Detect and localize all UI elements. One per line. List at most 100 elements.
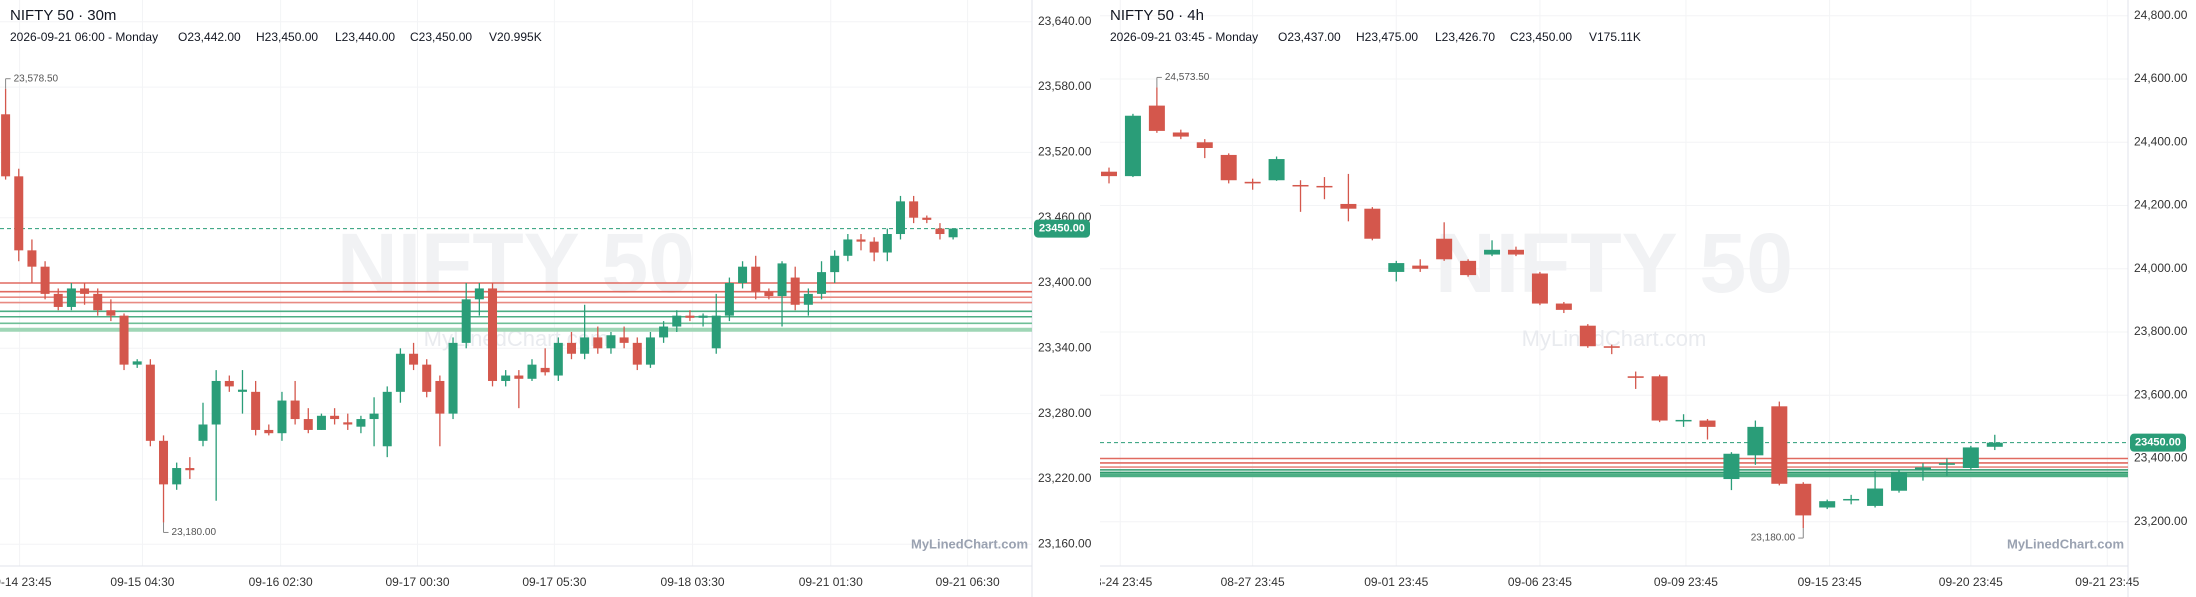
ohlc-info: L23,426.70 [1435,30,1495,44]
candle-body [119,315,129,365]
y-tick-label: 23,200.00 [2134,514,2188,528]
candle-body [803,293,813,305]
y-tick-label: 23,600.00 [2134,387,2188,401]
candle-body [672,315,682,327]
x-tick-label: 09-17 00:30 [385,575,449,589]
candle-body [1484,249,1501,255]
x-tick-label: 09-15 04:30 [110,575,174,589]
candle-body [790,277,800,305]
candle-body [106,310,116,316]
ohlc-info: O23,442.00 [178,30,241,44]
candle-body [659,326,669,338]
candle-body [1579,325,1596,347]
chart-title: NIFTY 50 · 4h [1110,7,1204,24]
candle-body [553,342,563,376]
candle-body [1747,426,1764,456]
candle-body [1627,376,1644,378]
y-tick-label: 23,160.00 [1038,536,1092,550]
candle-body [882,234,892,253]
y-tick-label: 23,800.00 [2134,324,2188,338]
candle-body [632,342,642,365]
last-price-label: 23450.00 [2135,437,2181,449]
y-tick-label: 23,520.00 [1038,145,1092,159]
candle-body [172,468,182,485]
x-tick-label: 09-09 23:45 [1654,575,1718,589]
candle-body [40,266,50,294]
candle-body [488,288,498,381]
candle-body [711,315,721,349]
candle-body [909,201,919,218]
candle-body [382,391,392,447]
candle-body [1292,184,1309,187]
ohlc-info: C23,450.00 [410,30,472,44]
last-price-label: 23450.00 [1039,222,1085,234]
candle-body [1388,263,1405,272]
candle-body [264,429,274,434]
y-tick-label: 24,200.00 [2134,198,2188,212]
candle-body [1819,501,1836,508]
candle-body [435,380,445,414]
annotation-label: 23,578.50 [14,73,59,84]
candle-body [395,353,405,392]
candle-body [817,272,827,294]
ohlc-info: 2026-09-21 03:45 - Monday [1110,30,1258,44]
candle-body [1651,376,1668,421]
y-tick-label: 24,400.00 [2134,134,2188,148]
x-tick-label: 09-17 05:30 [522,575,586,589]
candle-body [869,241,879,253]
x-tick-label: 09-01 23:45 [1364,575,1428,589]
candle-body [777,263,787,297]
candle-body [922,217,932,220]
candle-body [1891,472,1908,491]
candle-body [80,288,90,294]
x-tick-label: 09-14 23:45 [0,575,52,589]
x-tick-label: 09-16 02:30 [249,575,313,589]
chart-title: NIFTY 50 · 30m [10,7,116,24]
y-tick-label: 23,220.00 [1038,471,1092,485]
candle-body [1914,467,1931,470]
candle-body [159,440,169,485]
candle-body [724,283,734,316]
candle-body [1220,154,1237,181]
y-tick-label: 23,400.00 [2134,451,2188,465]
ohlc-info: H23,475.00 [1356,30,1418,44]
candle-body [606,335,616,349]
candle-body [1867,488,1884,506]
annotation-label: 23,180.00 [172,527,217,538]
y-tick-label: 23,340.00 [1038,340,1092,354]
candle-body [1603,346,1620,348]
candle-body [698,315,708,318]
candle-body [330,415,340,420]
candle-body [1771,406,1788,484]
candle-body [1172,132,1189,137]
candle-body [1268,159,1285,181]
chart-panel: 23,160.00 23,220.00 23,280.00 23,340.00 23,4… [0,0,1092,597]
candle-body [1675,419,1692,422]
y-tick-label: 24,000.00 [2134,261,2188,275]
candle-body [738,266,748,283]
candle-body [1148,105,1165,131]
candle-body [14,176,24,251]
candle-body [369,413,379,420]
watermark: NIFTY 50 [1435,216,1793,310]
y-tick-label: 23,580.00 [1038,79,1092,93]
candle-body [290,400,300,420]
candle-body [1986,442,2003,447]
candle-body [1124,115,1141,177]
x-tick-label: 09-21 06:30 [936,575,1000,589]
candle-body [751,266,761,292]
candle-body [1364,208,1381,239]
candle-body [527,364,537,379]
candle-body [1244,181,1261,184]
candle-body [303,419,313,430]
candle-body [277,400,287,434]
ohlc-info: H23,450.00 [256,30,318,44]
y-tick-label: 23,280.00 [1038,406,1092,420]
candle-body [422,364,432,392]
candle-body [251,391,261,430]
candle-body [580,337,590,354]
candle-body [198,424,208,441]
ohlc-info: V20.995K [489,30,542,44]
x-tick-label: 09-15 23:45 [1798,575,1862,589]
candle-body [93,293,103,311]
